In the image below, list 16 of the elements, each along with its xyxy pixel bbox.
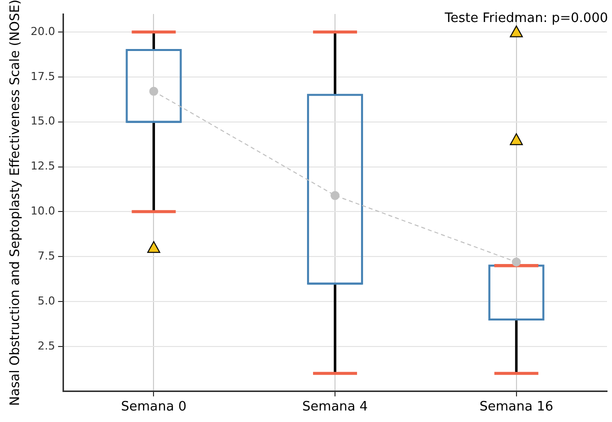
y-tick-label: 20.0	[30, 24, 56, 38]
point	[149, 86, 158, 96]
y-tick-label: 5.0	[38, 294, 56, 308]
y-tick-label: 10.0	[30, 204, 56, 218]
x-tick-label: Semana 0	[120, 400, 186, 415]
y-tick-label: 15.0	[30, 114, 56, 128]
y-axis-title: Nasal Obstruction and Septoplasty Effectiveness Scale (NOSE)	[8, 0, 24, 406]
point	[512, 258, 521, 267]
y-tick-label: 12.5	[30, 160, 56, 173]
x-tick-label: Semana 16	[479, 400, 554, 415]
y-tick-label: 7.5	[38, 249, 56, 262]
y-tick-label: 17.5	[30, 70, 56, 83]
x-tick-label: Semana 4	[302, 400, 368, 415]
point	[330, 191, 340, 200]
annotation: Teste Friedman: p=0.000	[444, 10, 608, 26]
y-tick-label: 2.5	[38, 339, 56, 352]
